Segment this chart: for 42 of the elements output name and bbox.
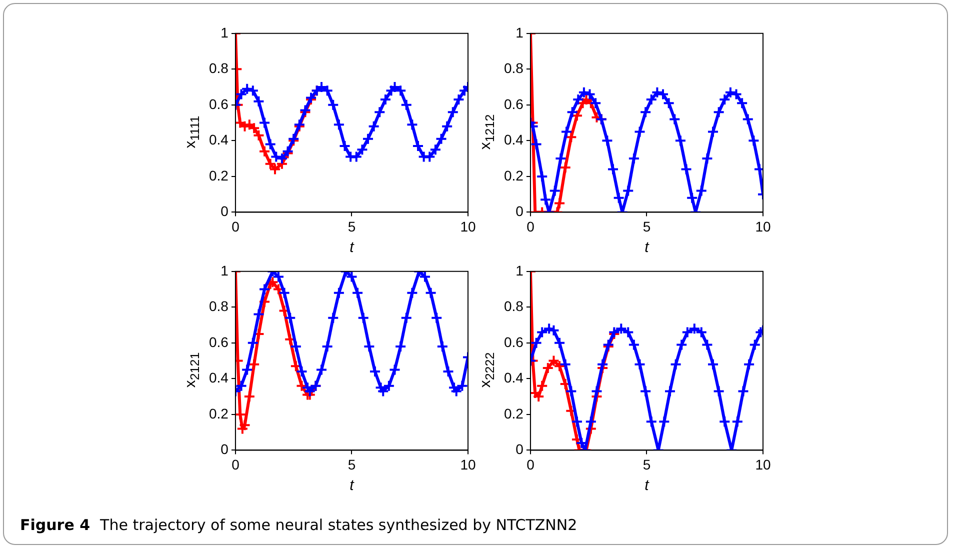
x-tick-label: 0 (232, 456, 240, 472)
y-tick-label: 0.6 (208, 334, 229, 350)
y-tick-label: 0 (220, 203, 229, 220)
x-tick-label: 10 (460, 456, 476, 472)
x-tick-label: 0 (526, 218, 535, 234)
x-axis-title: t (644, 477, 650, 494)
x-tick-label: 0 (526, 456, 535, 472)
x-tick-label: 5 (348, 456, 356, 472)
y-tick-label: 0.4 (208, 132, 229, 148)
y-tick-label: 0.2 (208, 167, 229, 184)
y-tick-label: 1 (516, 24, 524, 40)
y-tick-label: 0.6 (504, 96, 524, 112)
x-tick-label: 10 (755, 218, 771, 234)
y-tick-label: 0.6 (504, 334, 524, 350)
x-tick-label: 10 (755, 456, 771, 472)
y-tick-label: 0.8 (504, 60, 524, 76)
y-tick-label: 0.4 (504, 370, 524, 386)
x-tick-label: 0 (232, 218, 240, 234)
y-tick-label: 0.6 (208, 96, 229, 112)
x-tick-label: 5 (642, 218, 651, 234)
y-tick-label: 0.2 (504, 405, 524, 422)
x-axis-title: t (350, 477, 355, 494)
y-tick-label: 0.8 (208, 298, 229, 314)
y-tick-label: 0.4 (504, 132, 524, 148)
y-tick-label: 0.2 (504, 167, 524, 184)
y-tick-label: 0 (220, 441, 229, 458)
caption: Figure 4 (20, 516, 90, 534)
y-tick-label: 0.8 (504, 298, 524, 314)
x-tick-label: 5 (642, 456, 651, 472)
y-tick-label: 1 (220, 262, 229, 278)
x-axis-title: t (350, 239, 355, 256)
y-tick-label: 0 (516, 441, 524, 458)
y-tick-label: 1 (516, 262, 524, 278)
x-tick-label: 5 (348, 218, 356, 234)
y-tick-label: 0.8 (208, 60, 229, 76)
y-tick-label: 0 (516, 203, 524, 220)
text: The trajectory of some neural states synthesized by NTCTZNN2 (100, 516, 578, 534)
x-tick-label: 10 (460, 218, 476, 234)
y-tick-label: 0.4 (208, 370, 229, 386)
x-axis-title: t (644, 239, 650, 256)
y-tick-label: 0.2 (208, 405, 229, 422)
y-tick-label: 1 (220, 24, 229, 40)
